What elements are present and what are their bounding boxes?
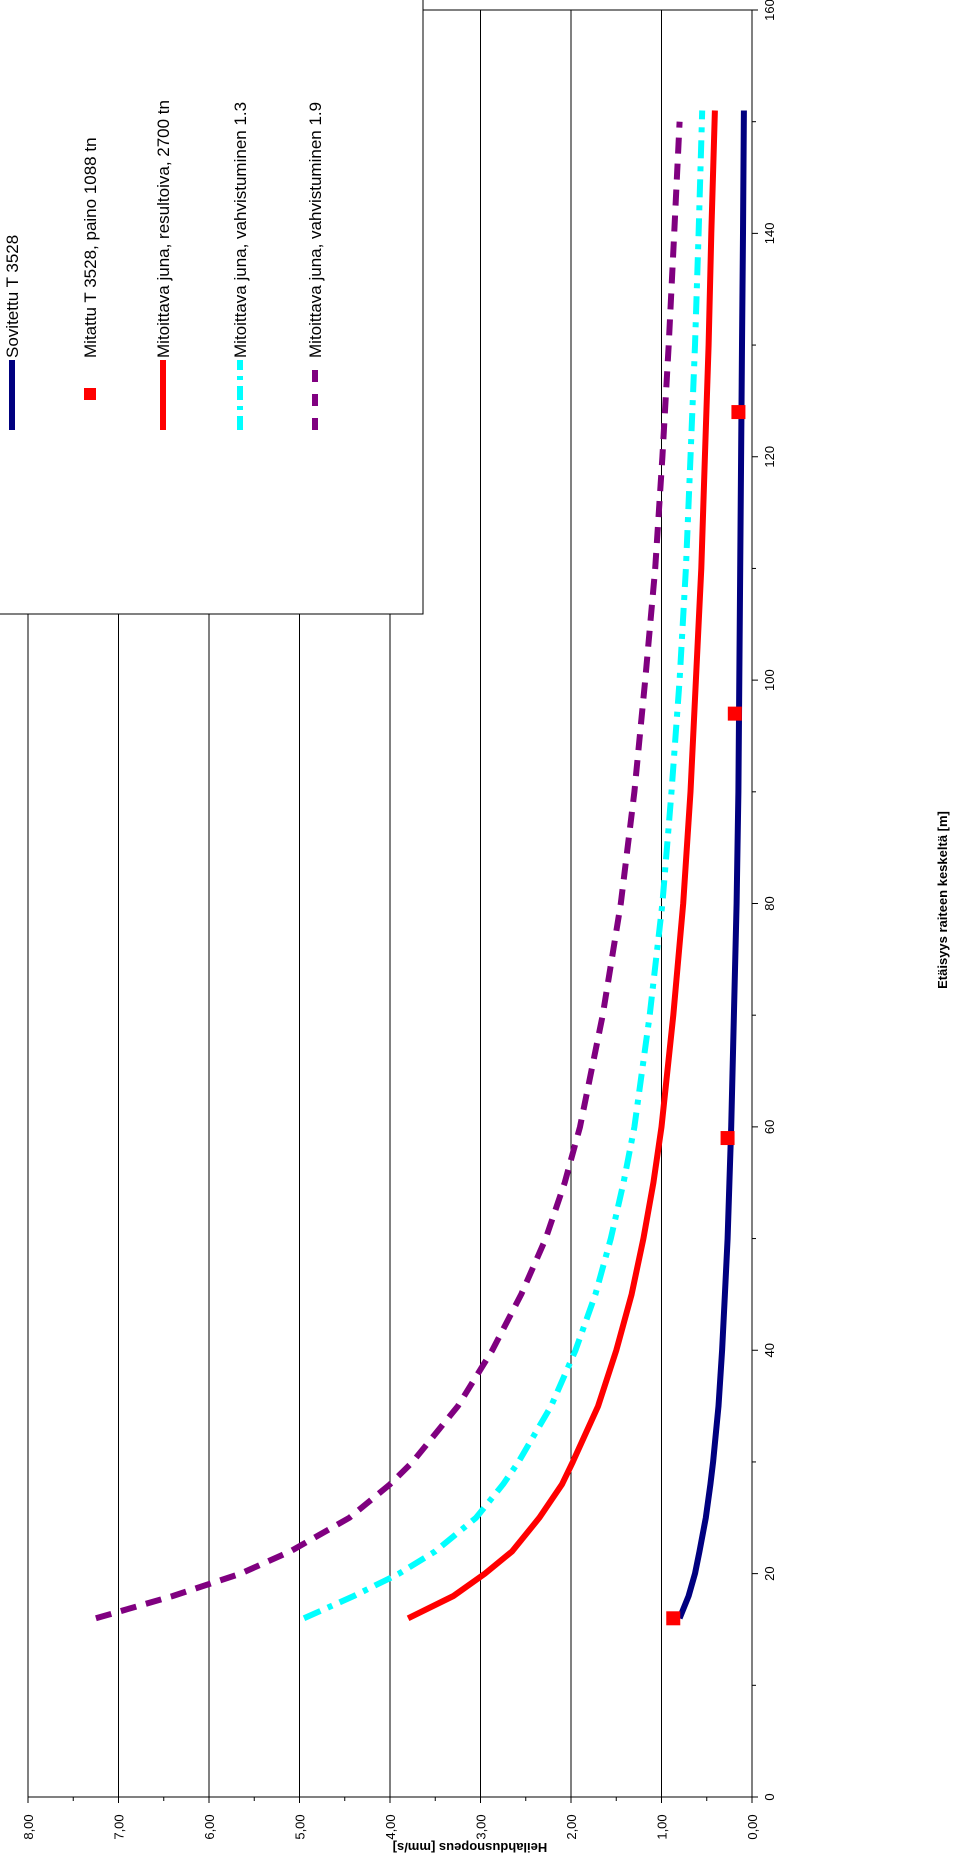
series-4-line	[302, 110, 706, 1622]
x-tick-label: 20	[762, 1566, 777, 1580]
series-2-marker	[731, 405, 746, 420]
y-tick-label: 7,00	[112, 1814, 127, 1839]
series-1-line	[676, 110, 747, 1620]
y-tick-label: 3,00	[474, 1814, 489, 1839]
x-tick-label: 160	[762, 0, 777, 21]
x-tick-label: 120	[762, 446, 777, 468]
legend-label: Mitoittava juna, vahvistuminen 1.3	[231, 102, 250, 358]
y-tick-label: 0,00	[745, 1814, 760, 1839]
series-2-marker	[720, 1131, 735, 1146]
x-tick-label: 100	[762, 669, 777, 691]
series-layer	[95, 110, 747, 1626]
series-2-marker	[666, 1611, 681, 1626]
series-5-line	[95, 121, 683, 1622]
legend: Sovitettu T 3528 Mitattu T 3528, paino 10…	[0, 0, 424, 615]
x-tick-label: 0	[762, 1793, 777, 1800]
y-axis-title: Heilahdusnopeus [mm/s]	[393, 1840, 548, 1855]
y-tick-label: 6,00	[202, 1814, 217, 1839]
y-tick-label: 1,00	[655, 1814, 670, 1839]
legend-label: Mitoittava juna, resultoiva, 2700 tn	[154, 100, 173, 358]
x-tick-label: 40	[762, 1343, 777, 1357]
x-tick-label: 140	[762, 223, 777, 245]
legend-box	[0, 0, 424, 615]
y-tick-label: 4,00	[383, 1814, 398, 1839]
axis-ticks: 0,00 1,00 2,00 3,00 4,00 5,00 6,00 7,00 8,00 0 20 4…	[21, 0, 777, 1840]
y-tick-label: 8,00	[21, 1814, 36, 1839]
x-tick-label: 80	[762, 896, 777, 910]
legend-label: Mitattu T 3528, paino 1088 tn	[81, 137, 100, 358]
y-tick-label: 2,00	[564, 1814, 579, 1839]
legend-label: Mitoittava juna, vahvistuminen 1.9	[306, 102, 325, 358]
series-2-marker	[727, 706, 742, 721]
legend-label: Sovitettu T 3528	[3, 235, 22, 358]
x-axis-title: Etäisyys raiteen keskeltä [m]	[935, 811, 950, 989]
y-tick-label: 5,00	[293, 1814, 308, 1839]
x-tick-label: 60	[762, 1120, 777, 1134]
legend-swatch	[84, 388, 96, 400]
series-3-line	[406, 110, 718, 1621]
